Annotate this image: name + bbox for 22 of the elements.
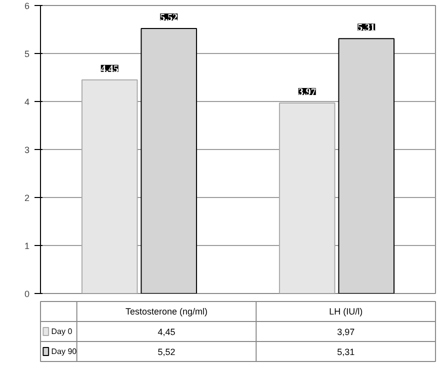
y-tick-label: 0 xyxy=(24,289,30,299)
bar xyxy=(338,38,395,294)
legend-label: Day 0 xyxy=(51,327,73,336)
legend-label: Day 90 xyxy=(51,347,78,356)
text: 4,45 xyxy=(100,64,118,75)
y-tick-label: 6 xyxy=(24,1,30,11)
y-tick-label: 5 xyxy=(24,49,30,59)
x-tick-label: Testosterone (ng/ml) xyxy=(125,306,208,316)
data-label: 3,97 xyxy=(337,327,355,337)
x-tick-label: LH (IU/l) xyxy=(329,306,363,316)
y-tick-label: 1 xyxy=(24,241,30,251)
y-tick-label: 4 xyxy=(24,97,30,107)
text: 5,52 xyxy=(160,12,178,24)
bar xyxy=(140,28,198,294)
data-label: 5,31 xyxy=(337,347,355,357)
data-label: 5,52 xyxy=(158,347,176,357)
bar xyxy=(81,79,138,294)
y-tick-label: 3 xyxy=(24,145,30,155)
text: 3,97 xyxy=(298,86,316,98)
data-label: 4,45 xyxy=(158,327,176,337)
y-tick-label: 2 xyxy=(24,193,30,203)
bar xyxy=(278,102,336,294)
